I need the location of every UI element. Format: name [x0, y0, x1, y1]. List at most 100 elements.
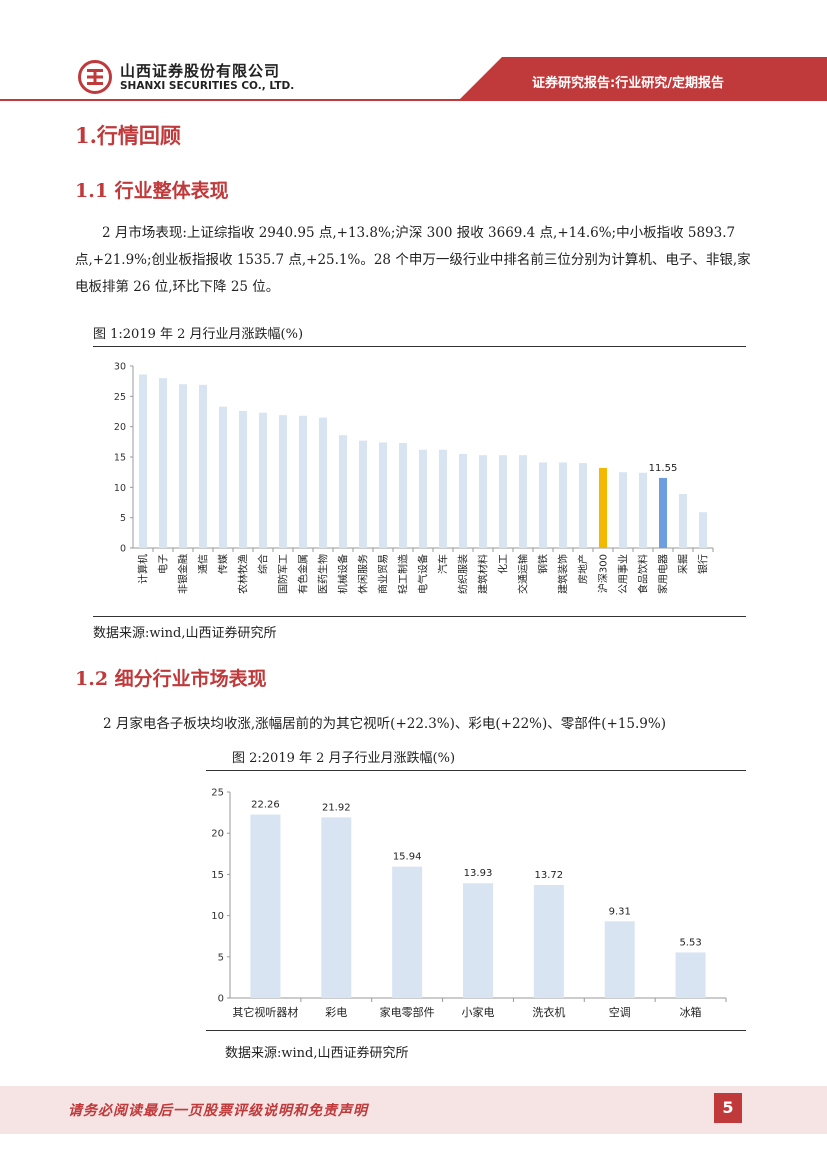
bar [519, 455, 527, 548]
y-tick-label: 10 [211, 911, 224, 922]
bar [179, 384, 187, 548]
bar-data-label: 22.26 [251, 800, 280, 811]
body-paragraph: 2 月家电各子板块均收涨,涨幅居前的为其它视听(+22.3%)、彩电(+22%)… [103, 716, 666, 732]
bar [639, 472, 647, 548]
bar [499, 455, 507, 548]
bar [463, 883, 493, 998]
y-tick-label: 5 [120, 513, 126, 524]
x-category-label: 休闲服务 [357, 554, 370, 594]
bar [199, 384, 207, 548]
bar [219, 406, 227, 548]
x-category-label: 纺织服装 [457, 554, 470, 594]
x-category-label: 有色金属 [297, 554, 310, 594]
x-category-label: 建筑材料 [477, 554, 490, 594]
x-category-label: 轻工制造 [397, 554, 410, 594]
x-category-label: 沪深300 [597, 554, 610, 593]
x-category-label: 国防军工 [277, 554, 290, 594]
bar [139, 374, 147, 548]
bar [675, 952, 706, 998]
industry-bar-chart: 0 5 10 15 20 25 30 计算机 电子 非银金融 通信 传媒 农林牧渔 综合 国防军工 有色金属医… [114, 362, 714, 594]
bar [533, 884, 564, 998]
bar [392, 866, 423, 998]
bar [359, 440, 367, 548]
y-tick-label: 15 [211, 870, 224, 881]
company-name-cn: 山西证券股份有限公司 [120, 62, 281, 80]
x-category-label: 钢铁 [537, 554, 550, 574]
bar-data-label: 13.93 [464, 868, 493, 879]
x-category-label: 家电零部件 [380, 1005, 435, 1019]
x-category-label: 公用事业 [617, 554, 630, 594]
subindustry-bar-chart: 0 5 10 15 20 25 22.26 其它视听器材 21.92 彩电 15.94 家电零部件 13… [211, 788, 727, 1019]
footer-band [0, 1086, 827, 1134]
x-category-label: 房地产 [577, 554, 590, 584]
y-tick-label: 15 [114, 453, 126, 464]
figure-caption: 图 1:2019 年 2 月行业月涨跌幅(%) [93, 327, 304, 342]
figure-source: 数据来源:wind,山西证券研究所 [225, 1046, 409, 1061]
bar-data-label: 15.94 [393, 852, 422, 863]
x-category-label: 非银金融 [177, 554, 190, 594]
x-category-label: 采掘 [677, 554, 690, 574]
bar [339, 435, 347, 548]
x-category-label: 医药生物 [317, 554, 330, 594]
x-category-label: 商业贸易 [377, 554, 390, 594]
header-band [0, 57, 827, 101]
x-category-label: 彩电 [325, 1006, 347, 1019]
company-logo [78, 60, 112, 94]
x-category-label: 通信 [198, 554, 210, 574]
bar [539, 462, 547, 548]
bar [659, 477, 667, 548]
bar [299, 415, 307, 548]
x-category-label: 小家电 [462, 1005, 495, 1019]
bar [321, 817, 352, 998]
x-category-label: 化工 [497, 554, 510, 574]
y-tick-label: 30 [114, 362, 126, 373]
x-category-label: 其它视听器材 [232, 1005, 298, 1019]
bar [379, 442, 387, 548]
report-type-label: 证券研究报告:行业研究/定期报告 [532, 76, 724, 91]
figure-top-rule [206, 770, 746, 771]
bar [239, 410, 247, 548]
y-tick-label: 0 [218, 994, 224, 1005]
x-category-label: 家用电器 [657, 554, 670, 594]
bar [419, 449, 427, 548]
bar [279, 415, 287, 548]
y-tick-label: 5 [218, 952, 224, 963]
bar [619, 472, 627, 548]
bar [579, 463, 587, 548]
x-category-label: 电子 [157, 554, 170, 574]
bar [699, 512, 707, 548]
x-category-label: 冰箱 [680, 1005, 702, 1019]
x-category-label: 交通运输 [517, 554, 530, 594]
bar [559, 462, 567, 548]
bar [399, 443, 407, 548]
x-category-label: 洗衣机 [532, 1005, 565, 1019]
bar-data-label: 21.92 [322, 802, 351, 813]
bar [319, 417, 327, 548]
bar [599, 467, 607, 548]
x-category-label: 传媒 [218, 554, 230, 574]
x-category-label: 机械设备 [337, 554, 350, 594]
x-category-label: 汽车 [437, 554, 450, 574]
x-category-label: 农林牧渔 [237, 554, 250, 594]
figure-source: 数据来源:wind,山西证券研究所 [93, 626, 277, 641]
section-heading: 1.行情回顾 [75, 123, 181, 148]
x-category-label: 计算机 [137, 554, 150, 584]
figure-top-rule [93, 346, 746, 347]
figure-bottom-rule [206, 1030, 746, 1031]
bar-data-label: 13.72 [535, 870, 564, 881]
bar [159, 378, 167, 548]
bar [604, 921, 635, 998]
body-paragraph: 2 月市场表现:上证综指收 2940.95 点,+13.8%;沪深 300 报收… [75, 225, 751, 295]
x-category-label: 电气设备 [417, 554, 430, 594]
x-category-label: 建筑装饰 [557, 554, 570, 594]
y-tick-label: 10 [114, 483, 126, 494]
x-category-label: 食品饮料 [637, 554, 650, 594]
bar-data-label: 5.53 [679, 937, 701, 948]
subsection-heading: 1.2 细分行业市场表现 [75, 668, 267, 690]
y-tick-label: 0 [120, 544, 126, 555]
x-category-label: 银行 [697, 554, 710, 574]
bar-data-label: 11.55 [649, 463, 678, 474]
y-tick-label: 20 [211, 829, 224, 840]
x-category-label: 空调 [609, 1005, 631, 1019]
y-tick-label: 20 [114, 422, 126, 433]
